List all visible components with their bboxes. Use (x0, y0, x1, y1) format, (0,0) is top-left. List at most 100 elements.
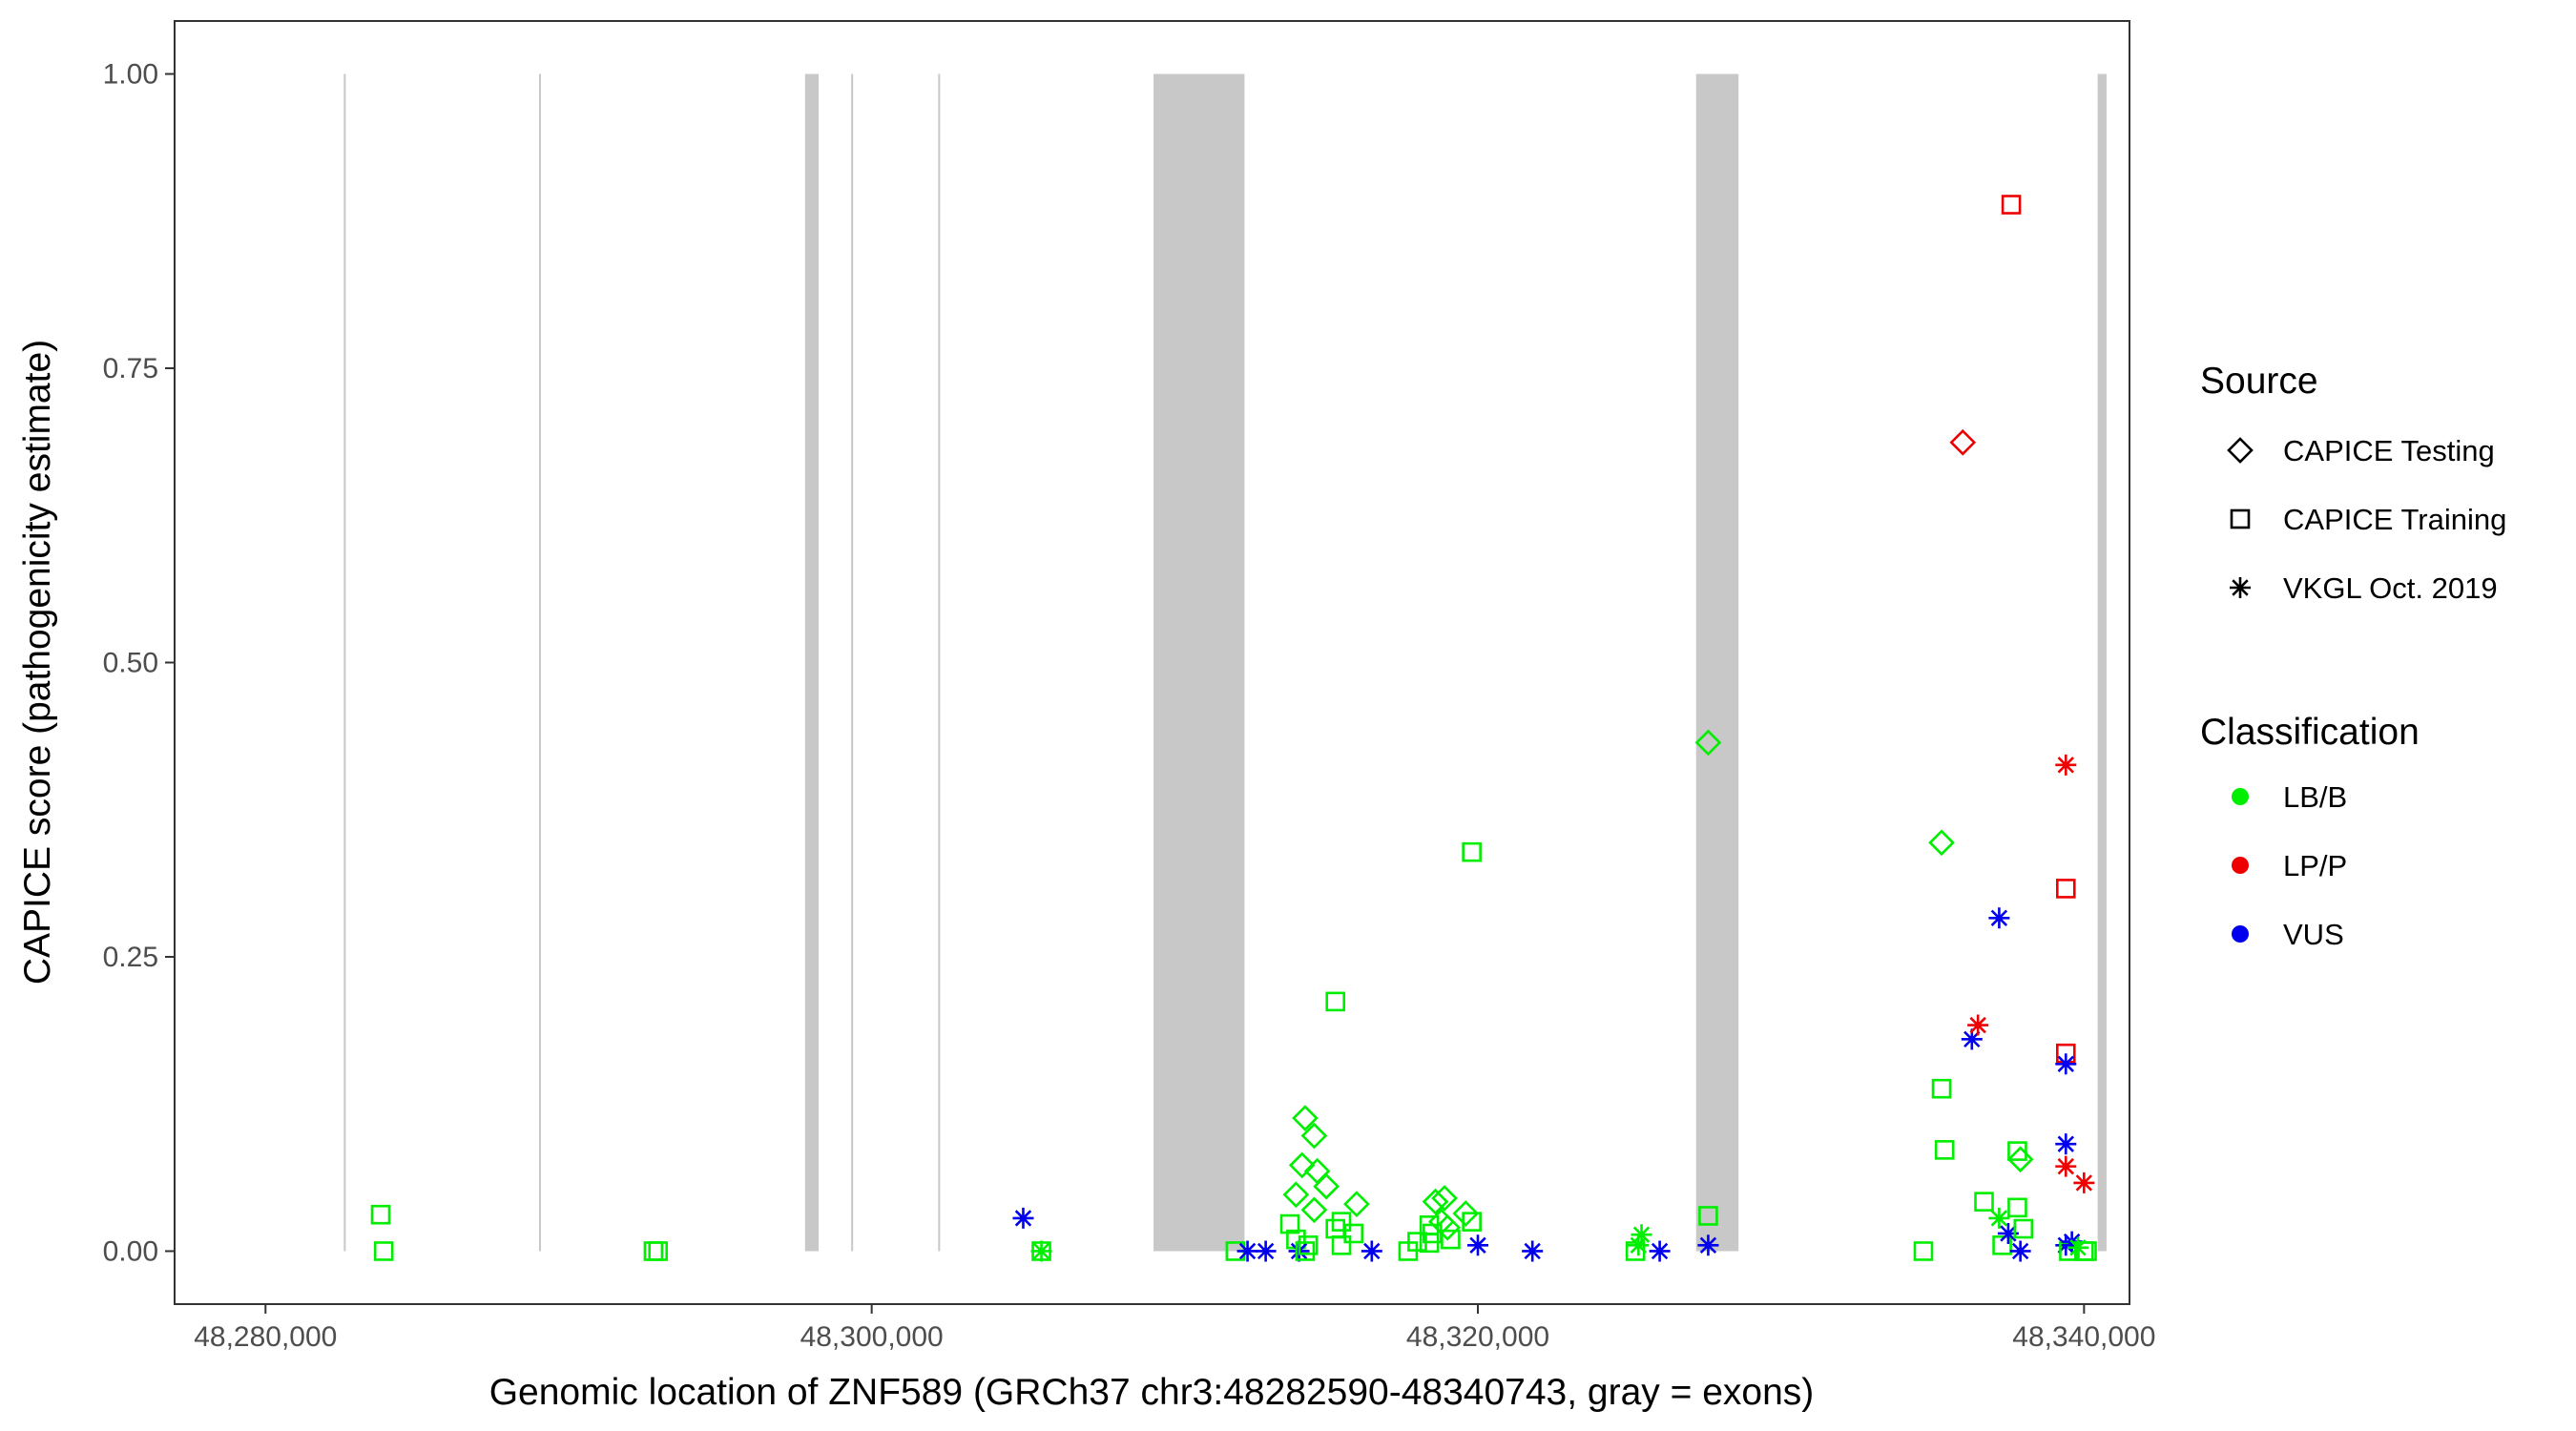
data-point (370, 1204, 391, 1225)
legend-key-lb-b (2232, 788, 2249, 805)
data-point (1279, 1213, 1300, 1234)
data-point (1631, 1224, 1652, 1246)
data-point (2077, 1241, 2097, 1261)
data-point (1949, 428, 1977, 456)
legend-key-lp-p (2232, 857, 2249, 874)
data-point (1292, 1105, 1319, 1131)
data-point (1255, 1240, 1277, 1262)
data-point (2055, 754, 2077, 776)
data-point (1961, 1028, 1983, 1050)
exon-band (804, 73, 820, 1252)
data-point (1288, 1151, 1316, 1179)
exon-band (1153, 73, 1245, 1252)
data-point (1997, 1222, 2019, 1244)
data-point (1934, 1140, 1955, 1160)
exon-band (2097, 73, 2107, 1252)
y-axis-title: CAPICE score (pathogenicity estimate) (17, 340, 58, 985)
data-point (648, 1241, 668, 1261)
data-point (1300, 1196, 1328, 1224)
data-point (1698, 1206, 1718, 1226)
data-point (2055, 879, 2076, 899)
data-point (1282, 1181, 1310, 1209)
data-point (1343, 1223, 1364, 1244)
data-point (1913, 1241, 1934, 1261)
data-point (2055, 1053, 2077, 1075)
exon-band (343, 73, 346, 1252)
y-axis: 0.00 0.25 0.50 0.75 1.00 (103, 59, 175, 1267)
data-point (1012, 1207, 1034, 1229)
data-point (1298, 1235, 1319, 1255)
data-point (643, 1241, 664, 1261)
y-tick-label: 0.00 (103, 1235, 158, 1267)
x-tick-label: 48,300,000 (800, 1321, 944, 1353)
data-point (1236, 1240, 1258, 1262)
data-point (1988, 907, 2010, 929)
exon-band (538, 73, 541, 1252)
data-point (1522, 1240, 1544, 1262)
legend-classification-title: Classification (2200, 712, 2420, 753)
data-point (1422, 1188, 1449, 1215)
data-point (1300, 1122, 1328, 1150)
data-point (1431, 1185, 1458, 1212)
legend-source-title: Source (2200, 361, 2318, 402)
legend-key-training (2230, 508, 2251, 529)
x-axis-title: Genomic location of ZNF589 (GRCh37 chr3:… (489, 1372, 1815, 1413)
data-point (2007, 1197, 2027, 1218)
data-point (1649, 1240, 1671, 1262)
x-tick-label: 48,320,000 (1406, 1321, 1549, 1353)
data-point (2055, 1133, 2077, 1155)
data-point (1325, 991, 1345, 1012)
y-tick-label: 0.50 (103, 648, 158, 679)
data-point (1928, 829, 1955, 857)
data-points (370, 195, 2097, 1262)
data-point (1331, 1235, 1352, 1255)
x-tick-label: 48,280,000 (194, 1321, 337, 1353)
legend-key-vkgl (2230, 577, 2251, 598)
exon-band (1695, 73, 1739, 1252)
data-point (1031, 1241, 1051, 1261)
data-point (1967, 1014, 1989, 1036)
data-point (2007, 1141, 2027, 1161)
legend-key-testing (2227, 437, 2254, 464)
legend-label-lp-p: LP/P (2283, 849, 2347, 882)
data-point (1313, 1172, 1340, 1200)
legend-source: Source CAPICE Testing CAPICE Training VKGL… (2200, 361, 2506, 605)
x-axis: 48,280,000 48,300,000 48,320,000 48,340,000 (194, 1304, 2155, 1353)
data-point (1992, 1235, 2012, 1255)
data-point (1462, 841, 1482, 862)
legend-label-vkgl: VKGL Oct. 2019 (2283, 571, 2498, 605)
data-point (1974, 1192, 1994, 1212)
data-point (2013, 1218, 2034, 1239)
data-point (1295, 1241, 1316, 1261)
data-point (1931, 1078, 1952, 1099)
exon-band (938, 73, 941, 1252)
data-point (2055, 1155, 2077, 1177)
exon-band (851, 73, 854, 1252)
legend-key-vus (2232, 925, 2249, 943)
data-point (1325, 1218, 1345, 1239)
data-point (1419, 1233, 1440, 1254)
data-point (1628, 1234, 1650, 1256)
data-point (2006, 1146, 2034, 1173)
data-point (2009, 1240, 2031, 1262)
data-point (2001, 195, 2022, 215)
data-point (1331, 1212, 1352, 1232)
y-tick-label: 0.25 (103, 942, 158, 973)
plot-panel (174, 20, 2130, 1305)
data-point (1434, 1213, 1462, 1241)
legend-label-training: CAPICE Training (2283, 503, 2506, 536)
data-point (2055, 1234, 2077, 1256)
data-point (1694, 729, 1722, 757)
data-point (1452, 1200, 1480, 1227)
y-tick-label: 1.00 (103, 59, 158, 91)
y-tick-label: 0.75 (103, 353, 158, 384)
legend-label-lb-b: LB/B (2283, 780, 2347, 814)
data-point (1361, 1240, 1382, 1262)
data-point (1441, 1229, 1461, 1250)
data-point (1462, 1212, 1482, 1232)
data-point (1467, 1234, 1488, 1256)
legend-classification: Classification LB/B LP/P VUS (2200, 712, 2420, 951)
legend-label-vus: VUS (2283, 918, 2344, 951)
exon-bands (343, 73, 2107, 1252)
